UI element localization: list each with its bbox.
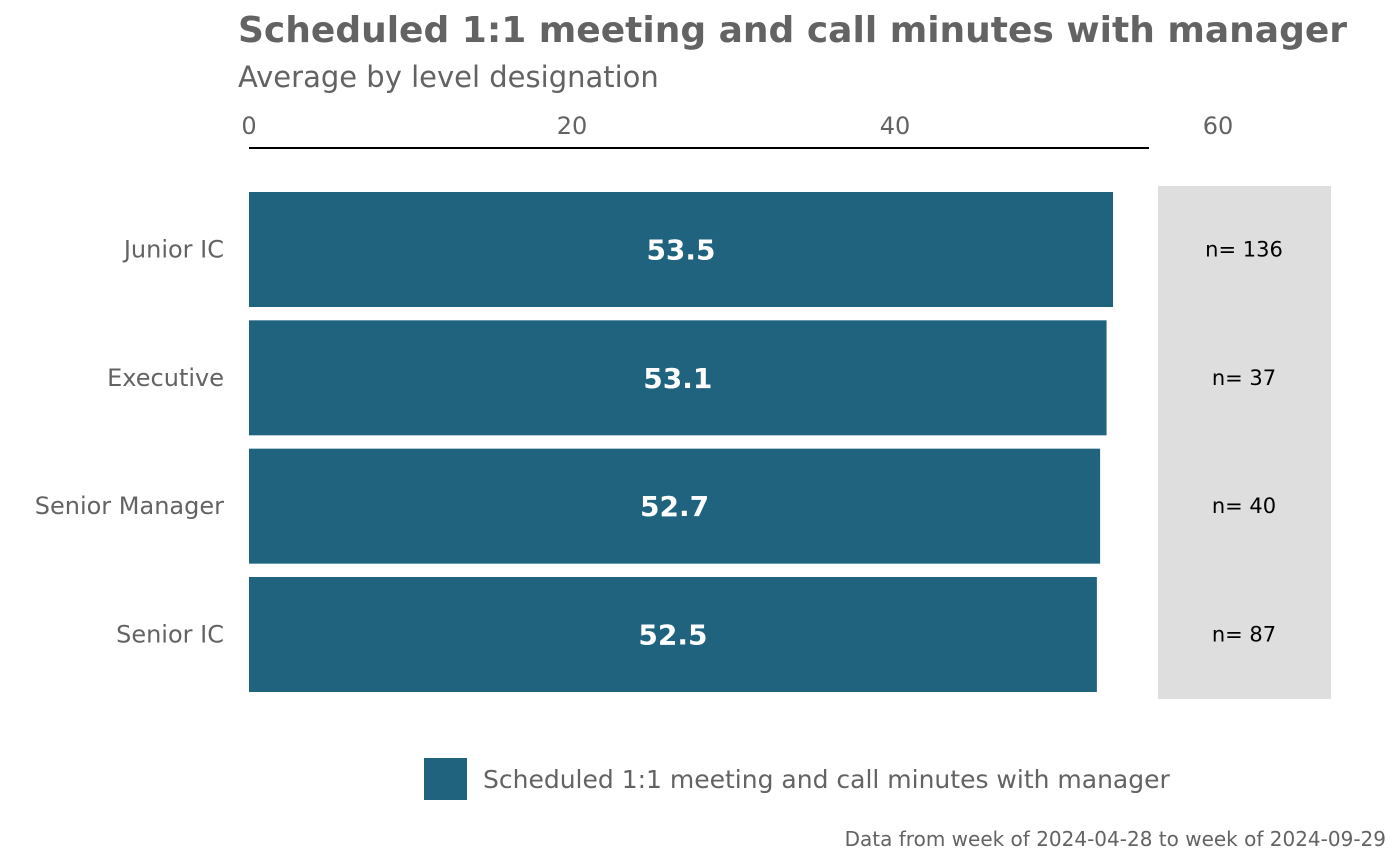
sample-size-label: n= 40 bbox=[1212, 494, 1276, 518]
legend-swatch bbox=[424, 758, 467, 800]
bar-value-label: 52.7 bbox=[640, 490, 709, 523]
sample-size-label: n= 37 bbox=[1212, 366, 1276, 390]
x-tick-label: 0 bbox=[241, 112, 256, 140]
bar-value-label: 52.5 bbox=[638, 618, 707, 651]
sample-size-panel-bg bbox=[1158, 186, 1331, 699]
category-label: Senior IC bbox=[116, 620, 224, 648]
bars: Junior IC 53.5 Executive 53.1 Senior Manager… bbox=[35, 192, 1114, 692]
chart-subtitle: Average by level designation bbox=[238, 60, 659, 94]
sample-size-panel: n= 136 n= 37 n= 40 n= 87 bbox=[1158, 186, 1331, 699]
category-label: Senior Manager bbox=[35, 492, 224, 520]
chart-caption: Data from week of 2024-04-28 to week of … bbox=[845, 827, 1386, 851]
sample-size-label: n= 87 bbox=[1212, 622, 1276, 646]
legend-label: Scheduled 1:1 meeting and call minutes w… bbox=[483, 765, 1171, 794]
bar-value-label: 53.5 bbox=[646, 234, 715, 267]
bar bbox=[249, 576, 1097, 692]
bar bbox=[249, 448, 1101, 564]
chart-title: Scheduled 1:1 meeting and call minutes w… bbox=[238, 10, 1347, 51]
bar bbox=[249, 320, 1107, 436]
x-tick-label: 20 bbox=[557, 112, 588, 140]
x-tick-label: 60 bbox=[1203, 112, 1234, 140]
category-label: Executive bbox=[107, 364, 224, 392]
category-label: Junior IC bbox=[122, 236, 224, 264]
bar-value-label: 53.1 bbox=[643, 362, 712, 395]
x-tick-label: 40 bbox=[880, 112, 911, 140]
x-axis: 0 20 40 60 bbox=[241, 112, 1234, 149]
bar bbox=[249, 192, 1114, 307]
sample-size-label: n= 136 bbox=[1205, 238, 1283, 262]
legend: Scheduled 1:1 meeting and call minutes w… bbox=[424, 758, 1171, 800]
